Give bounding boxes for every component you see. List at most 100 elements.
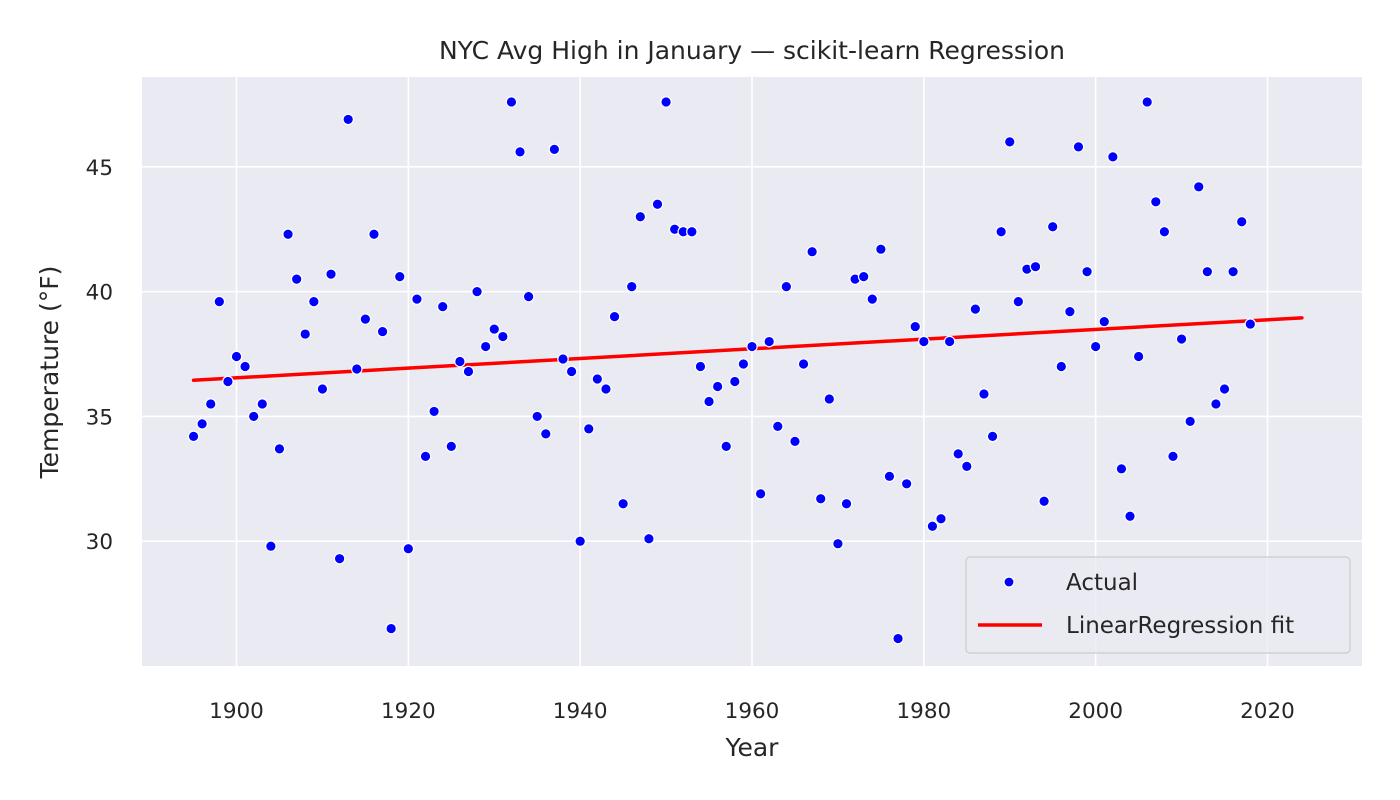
data-point: [462, 365, 475, 378]
data-point: [531, 410, 544, 423]
data-point: [196, 418, 208, 430]
y-tick-label: 40: [86, 281, 113, 306]
data-point: [1046, 220, 1059, 233]
data-point: [316, 383, 329, 395]
data-point: [763, 335, 775, 348]
data-point: [497, 330, 509, 343]
data-point: [754, 487, 767, 500]
data-point: [436, 300, 449, 313]
data-point: [548, 143, 561, 156]
data-point: [643, 532, 655, 545]
data-point: [952, 448, 964, 460]
data-point: [239, 360, 251, 373]
data-point: [806, 245, 818, 258]
data-point: [789, 435, 801, 448]
data-point: [771, 420, 784, 433]
data-point: [1072, 141, 1085, 153]
legend: Actual LinearRegression fit: [965, 556, 1351, 654]
data-point: [1141, 96, 1154, 108]
data-point: [875, 243, 887, 256]
data-point: [600, 383, 612, 395]
data-point: [411, 293, 423, 305]
data-point: [823, 393, 836, 405]
data-point: [1038, 495, 1050, 508]
data-point: [428, 405, 440, 418]
data-point: [1003, 136, 1016, 148]
data-point: [540, 428, 552, 440]
data-point: [1098, 315, 1111, 328]
data-point: [565, 365, 578, 378]
data-point: [265, 540, 277, 553]
data-point: [368, 228, 380, 241]
legend-box: [965, 556, 1351, 654]
x-tick-label: 1940: [553, 699, 608, 724]
x-tick-label: 2000: [1068, 699, 1123, 724]
data-point: [1158, 225, 1171, 238]
data-point: [1235, 215, 1248, 228]
data-point: [1115, 463, 1128, 475]
data-point: [1192, 181, 1205, 193]
data-point: [1150, 195, 1162, 208]
data-point: [505, 96, 518, 108]
y-axis-label: Temperature (°F): [35, 266, 64, 480]
x-tick-label: 1900: [209, 699, 264, 724]
data-point: [840, 497, 853, 510]
data-point: [832, 537, 844, 550]
data-point: [350, 363, 363, 375]
data-point: [746, 340, 758, 353]
data-point: [393, 270, 406, 283]
data-point: [995, 225, 1007, 238]
data-point: [376, 325, 389, 338]
data-point: [720, 440, 733, 453]
data-point: [1210, 398, 1222, 410]
data-point: [488, 323, 501, 335]
data-point: [230, 350, 243, 363]
data-points: [187, 96, 1257, 645]
data-point: [651, 198, 664, 211]
data-point: [729, 375, 741, 388]
y-tick-label: 45: [86, 156, 113, 181]
data-point: [943, 335, 956, 348]
data-point: [247, 410, 260, 423]
data-point: [282, 228, 294, 241]
data-point: [1012, 295, 1025, 308]
data-point: [1227, 265, 1239, 278]
data-point: [1167, 450, 1179, 463]
data-point: [290, 273, 303, 285]
y-tick-label: 35: [86, 405, 113, 430]
data-point: [325, 268, 337, 280]
data-point: [703, 395, 715, 408]
y-tick-label: 30: [86, 530, 113, 555]
data-point: [1184, 415, 1196, 428]
data-point: [711, 380, 724, 393]
data-point: [557, 353, 569, 365]
data-point: [780, 280, 793, 293]
data-point: [273, 443, 286, 455]
data-point: [686, 225, 698, 238]
data-point: [1124, 510, 1136, 523]
data-point: [900, 478, 913, 490]
data-point: [471, 285, 483, 298]
data-point: [187, 430, 200, 443]
data-point: [333, 552, 346, 565]
data-point: [1244, 318, 1257, 330]
data-point: [454, 355, 466, 368]
x-tick-label: 2020: [1240, 699, 1295, 724]
data-point: [978, 388, 990, 400]
data-point: [204, 398, 217, 410]
data-point: [617, 497, 629, 510]
data-point: [866, 293, 879, 305]
data-point: [402, 542, 415, 555]
data-point: [1055, 360, 1068, 373]
data-point: [213, 295, 226, 308]
legend-label-actual: Actual: [1066, 570, 1138, 596]
data-point: [737, 358, 750, 370]
data-point: [479, 340, 492, 353]
data-point: [308, 295, 320, 308]
data-point: [892, 632, 904, 645]
data-point: [918, 335, 930, 348]
data-point: [1081, 265, 1093, 278]
x-axis-label: Year: [725, 733, 780, 762]
x-tick-label: 1960: [725, 699, 780, 724]
